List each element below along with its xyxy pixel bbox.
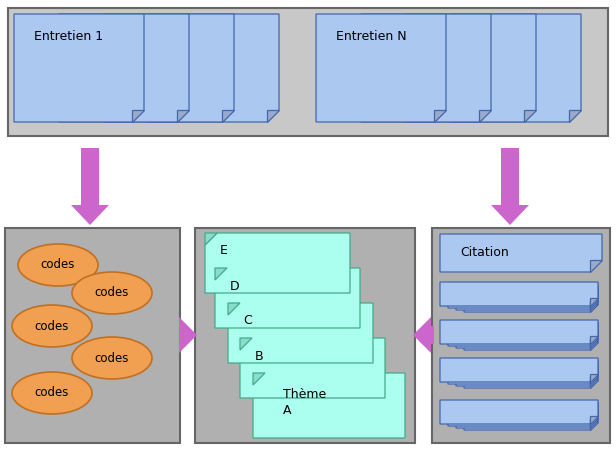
- Polygon shape: [448, 360, 598, 384]
- Text: Citation: Citation: [460, 245, 509, 258]
- Polygon shape: [215, 268, 360, 328]
- Polygon shape: [590, 338, 598, 346]
- Polygon shape: [590, 376, 598, 384]
- Polygon shape: [205, 233, 217, 245]
- Polygon shape: [104, 14, 234, 122]
- Polygon shape: [590, 378, 598, 386]
- Polygon shape: [479, 110, 491, 122]
- Polygon shape: [440, 282, 598, 306]
- Polygon shape: [456, 286, 598, 310]
- Polygon shape: [440, 320, 598, 344]
- Polygon shape: [179, 317, 197, 353]
- Polygon shape: [456, 362, 598, 386]
- Bar: [5, 228, 180, 443]
- Polygon shape: [222, 110, 234, 122]
- Polygon shape: [406, 14, 536, 122]
- Text: B: B: [255, 350, 264, 363]
- Bar: [8, 8, 608, 136]
- Polygon shape: [177, 110, 189, 122]
- Polygon shape: [590, 340, 598, 348]
- Polygon shape: [413, 317, 431, 353]
- Bar: [195, 228, 415, 443]
- Text: Entretien N: Entretien N: [336, 29, 407, 42]
- Polygon shape: [590, 416, 598, 424]
- Text: Thème: Thème: [283, 388, 326, 401]
- Polygon shape: [464, 364, 598, 388]
- Bar: [501, 148, 519, 205]
- Bar: [179, 326, 182, 344]
- Polygon shape: [71, 205, 109, 225]
- Polygon shape: [316, 14, 446, 122]
- Polygon shape: [215, 268, 227, 280]
- Polygon shape: [590, 342, 598, 350]
- Polygon shape: [590, 260, 602, 272]
- Polygon shape: [590, 418, 598, 426]
- Polygon shape: [569, 110, 581, 122]
- Polygon shape: [590, 420, 598, 428]
- Polygon shape: [440, 400, 598, 424]
- Ellipse shape: [12, 372, 92, 414]
- Polygon shape: [149, 14, 279, 122]
- Polygon shape: [590, 374, 598, 382]
- Polygon shape: [132, 110, 144, 122]
- Polygon shape: [253, 373, 405, 438]
- Polygon shape: [59, 14, 189, 122]
- Polygon shape: [14, 14, 144, 122]
- Text: Entretien 1: Entretien 1: [34, 29, 103, 42]
- Polygon shape: [240, 338, 385, 398]
- Polygon shape: [590, 300, 598, 308]
- Polygon shape: [590, 422, 598, 430]
- Ellipse shape: [72, 337, 152, 379]
- Bar: [431, 326, 434, 344]
- Polygon shape: [440, 358, 598, 382]
- Text: codes: codes: [35, 387, 69, 400]
- Text: codes: codes: [41, 258, 75, 272]
- Polygon shape: [451, 14, 581, 122]
- Text: codes: codes: [95, 286, 129, 299]
- Ellipse shape: [18, 244, 98, 286]
- Polygon shape: [267, 110, 279, 122]
- Polygon shape: [440, 234, 602, 272]
- Polygon shape: [205, 233, 350, 293]
- Bar: [432, 228, 610, 443]
- Text: A: A: [283, 405, 291, 418]
- Polygon shape: [448, 284, 598, 308]
- Polygon shape: [448, 402, 598, 426]
- Text: codes: codes: [95, 351, 129, 364]
- Bar: [81, 148, 99, 205]
- Polygon shape: [361, 14, 491, 122]
- Polygon shape: [434, 110, 446, 122]
- Polygon shape: [590, 304, 598, 312]
- Polygon shape: [240, 338, 252, 350]
- Polygon shape: [590, 302, 598, 310]
- Polygon shape: [464, 288, 598, 312]
- Text: D: D: [230, 280, 240, 293]
- Polygon shape: [590, 298, 598, 306]
- Ellipse shape: [72, 272, 152, 314]
- Polygon shape: [228, 303, 373, 363]
- Polygon shape: [524, 110, 536, 122]
- Polygon shape: [491, 205, 529, 225]
- Polygon shape: [464, 406, 598, 430]
- Polygon shape: [228, 303, 240, 315]
- Text: E: E: [220, 244, 228, 258]
- Text: codes: codes: [35, 319, 69, 332]
- Polygon shape: [448, 322, 598, 346]
- Text: C: C: [243, 314, 252, 327]
- Polygon shape: [464, 326, 598, 350]
- Polygon shape: [590, 336, 598, 344]
- Polygon shape: [253, 373, 265, 385]
- Polygon shape: [456, 324, 598, 348]
- Polygon shape: [456, 404, 598, 428]
- Polygon shape: [590, 380, 598, 388]
- Ellipse shape: [12, 305, 92, 347]
